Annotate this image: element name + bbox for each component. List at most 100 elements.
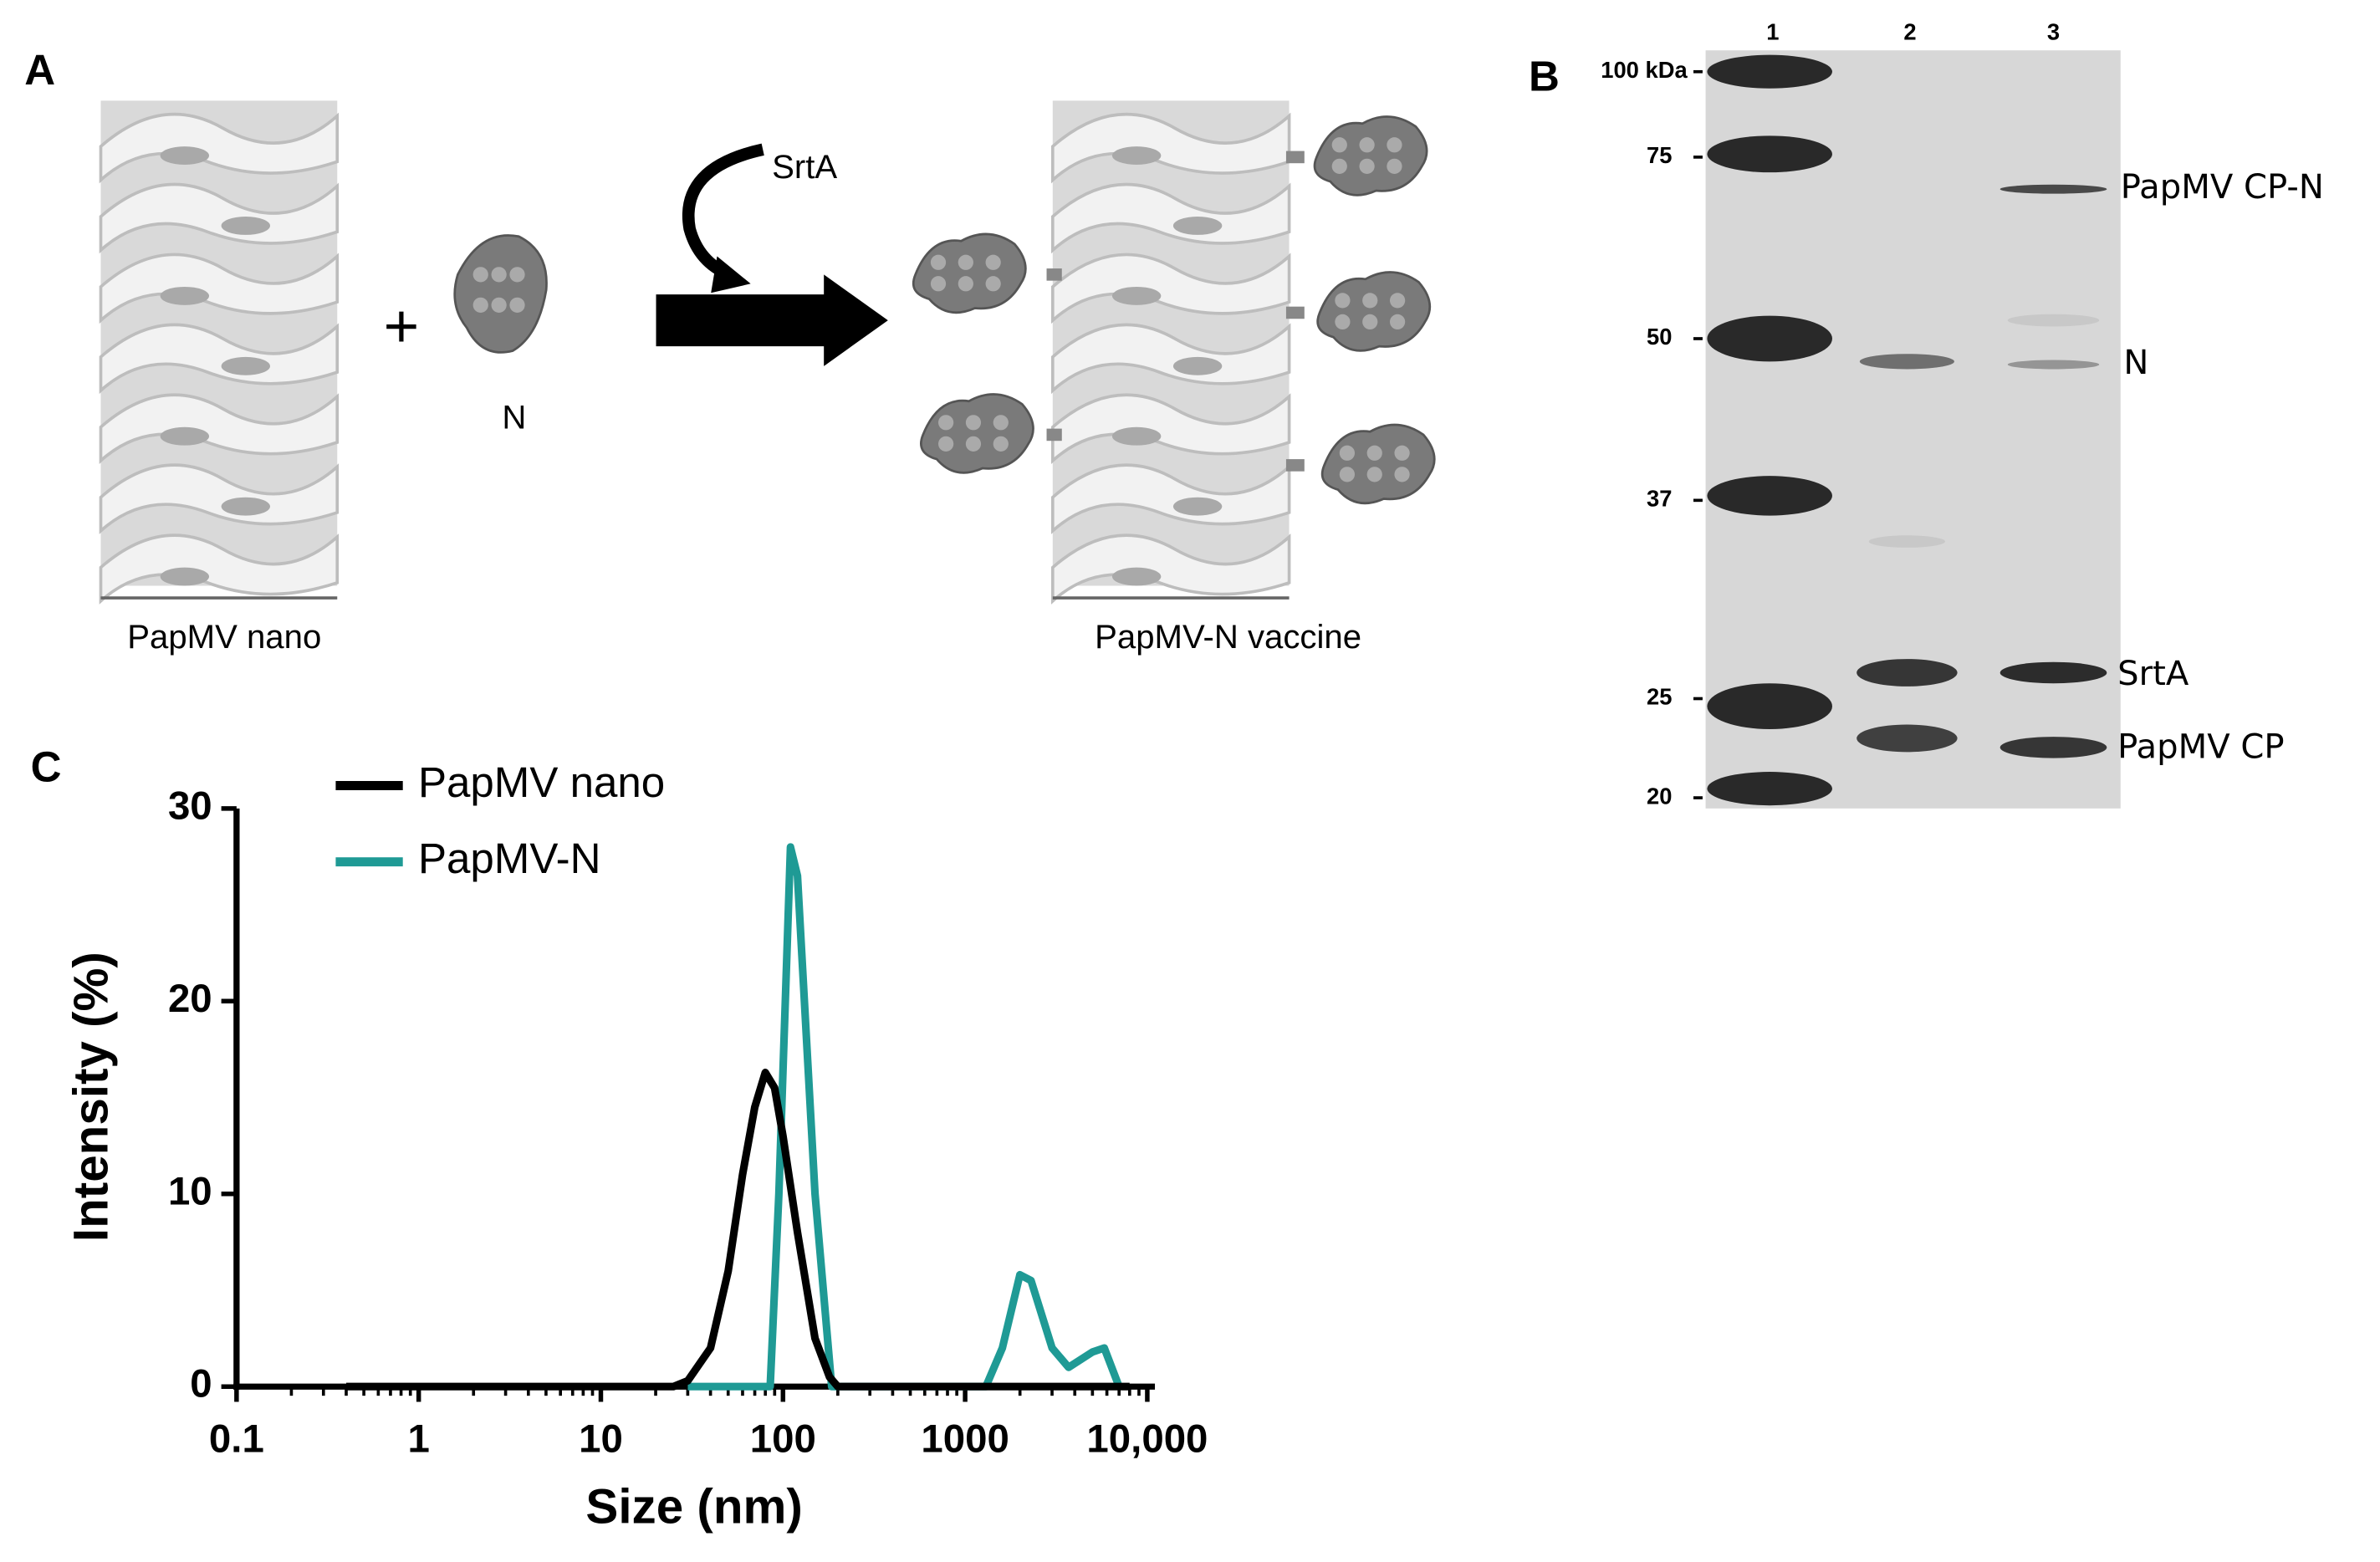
rod-groove [1172, 497, 1223, 516]
gel-band [1707, 476, 1832, 516]
rod-turn [99, 182, 340, 254]
protein-detail [509, 267, 525, 283]
rod-groove [221, 356, 270, 375]
gel-band [1707, 54, 1832, 89]
panel-label: B [1529, 52, 1560, 100]
rod-groove [160, 146, 210, 166]
protein-detail [1331, 158, 1347, 174]
protein-detail [1362, 293, 1378, 309]
lane-label: 1 [1766, 18, 1779, 44]
legend-label: PapMV nano [418, 758, 665, 806]
x-tick-label: 1 [407, 1417, 429, 1461]
rod-groove [1172, 356, 1223, 375]
rod-turn [99, 463, 340, 534]
y-tick-label: 0 [190, 1362, 212, 1406]
band-label: PapMV CP-N [2121, 168, 2324, 207]
gel-band [1707, 683, 1832, 729]
protein-detail [472, 297, 488, 313]
rod-groove [1172, 217, 1223, 235]
protein [1316, 271, 1432, 352]
protein [453, 234, 548, 354]
protein [1313, 115, 1428, 197]
protein-label: N [502, 398, 526, 436]
protein-detail [993, 436, 1009, 452]
protein-detail [985, 254, 1001, 270]
protein-detail [509, 297, 525, 313]
rod-label: PapMV nano [127, 618, 321, 656]
x-tick-label: 10 [579, 1417, 623, 1461]
series-line [346, 1069, 1130, 1391]
protein-detail [1359, 158, 1375, 174]
panel-label: A [24, 46, 55, 94]
rod-groove [160, 567, 210, 586]
gel-band [1707, 135, 1832, 173]
gel-band [2007, 360, 2100, 370]
protein-detail [993, 415, 1009, 431]
arrow-head [711, 256, 751, 294]
vaccine-label: PapMV-N vaccine [1095, 618, 1361, 656]
marker-label: 25 [1647, 684, 1672, 710]
lane-label: 2 [1903, 18, 1916, 44]
rod-groove [221, 217, 270, 235]
y-tick-label: 10 [168, 1169, 212, 1213]
protein-detail [930, 276, 947, 292]
band-label: PapMV CP [2117, 728, 2285, 767]
x-tick-label: 100 [750, 1417, 816, 1461]
x-axis-label: Size (nm) [585, 1479, 802, 1534]
protein [912, 232, 1027, 314]
linker [1046, 268, 1062, 281]
protein-detail [472, 267, 488, 283]
protein-detail [1394, 467, 1410, 482]
protein-detail [965, 415, 982, 431]
x-tick-label: 10,000 [1086, 1417, 1208, 1461]
gel-band [1857, 659, 1958, 687]
marker-label: 37 [1647, 486, 1672, 512]
gel-band [1707, 315, 1832, 362]
protein-detail [958, 254, 973, 270]
marker-label: 20 [1647, 783, 1672, 809]
band-label: SrtA [2117, 655, 2189, 693]
rod-groove [1111, 426, 1162, 446]
x-tick-label: 0.1 [209, 1417, 264, 1461]
protein-detail [965, 436, 982, 452]
protein-detail [1366, 467, 1382, 482]
rod-groove [160, 286, 210, 305]
protein-detail [1389, 314, 1406, 330]
marker-label: 50 [1647, 324, 1672, 350]
protein-detail [938, 436, 954, 452]
protein-detail [491, 267, 507, 283]
rod-groove [1111, 567, 1162, 586]
protein-detail [1331, 137, 1347, 153]
rod-groove [221, 497, 270, 516]
gel-band [1868, 535, 1945, 548]
reaction-arrow [656, 274, 888, 366]
rod-turn [1050, 182, 1291, 254]
protein [1320, 423, 1436, 505]
protein-detail [1335, 314, 1351, 330]
y-tick-label: 30 [168, 784, 212, 828]
protein-detail [930, 254, 947, 270]
protein-detail [1339, 467, 1356, 482]
enzyme-label: SrtA [772, 148, 837, 186]
protein-detail [1359, 137, 1375, 153]
protein-detail [958, 276, 973, 292]
rod-groove [160, 426, 210, 446]
protein-detail [938, 415, 954, 431]
protein-detail [1389, 293, 1406, 309]
gel-band [2000, 661, 2107, 684]
panel-label: C [31, 743, 62, 791]
gel-band [2000, 737, 2107, 758]
gel-band [1859, 354, 1954, 370]
legend-label: PapMV-N [418, 835, 601, 882]
protein-detail [491, 297, 507, 313]
gel-band [2007, 314, 2100, 327]
rod-turn [1050, 463, 1291, 534]
protein-detail [1362, 314, 1378, 330]
band-label: N [2123, 344, 2148, 382]
gel-band [2000, 184, 2107, 194]
x-tick-label: 1000 [921, 1417, 1009, 1461]
protein-detail [1387, 137, 1402, 153]
rod-turn [1050, 323, 1291, 395]
rod-groove [1111, 286, 1162, 305]
